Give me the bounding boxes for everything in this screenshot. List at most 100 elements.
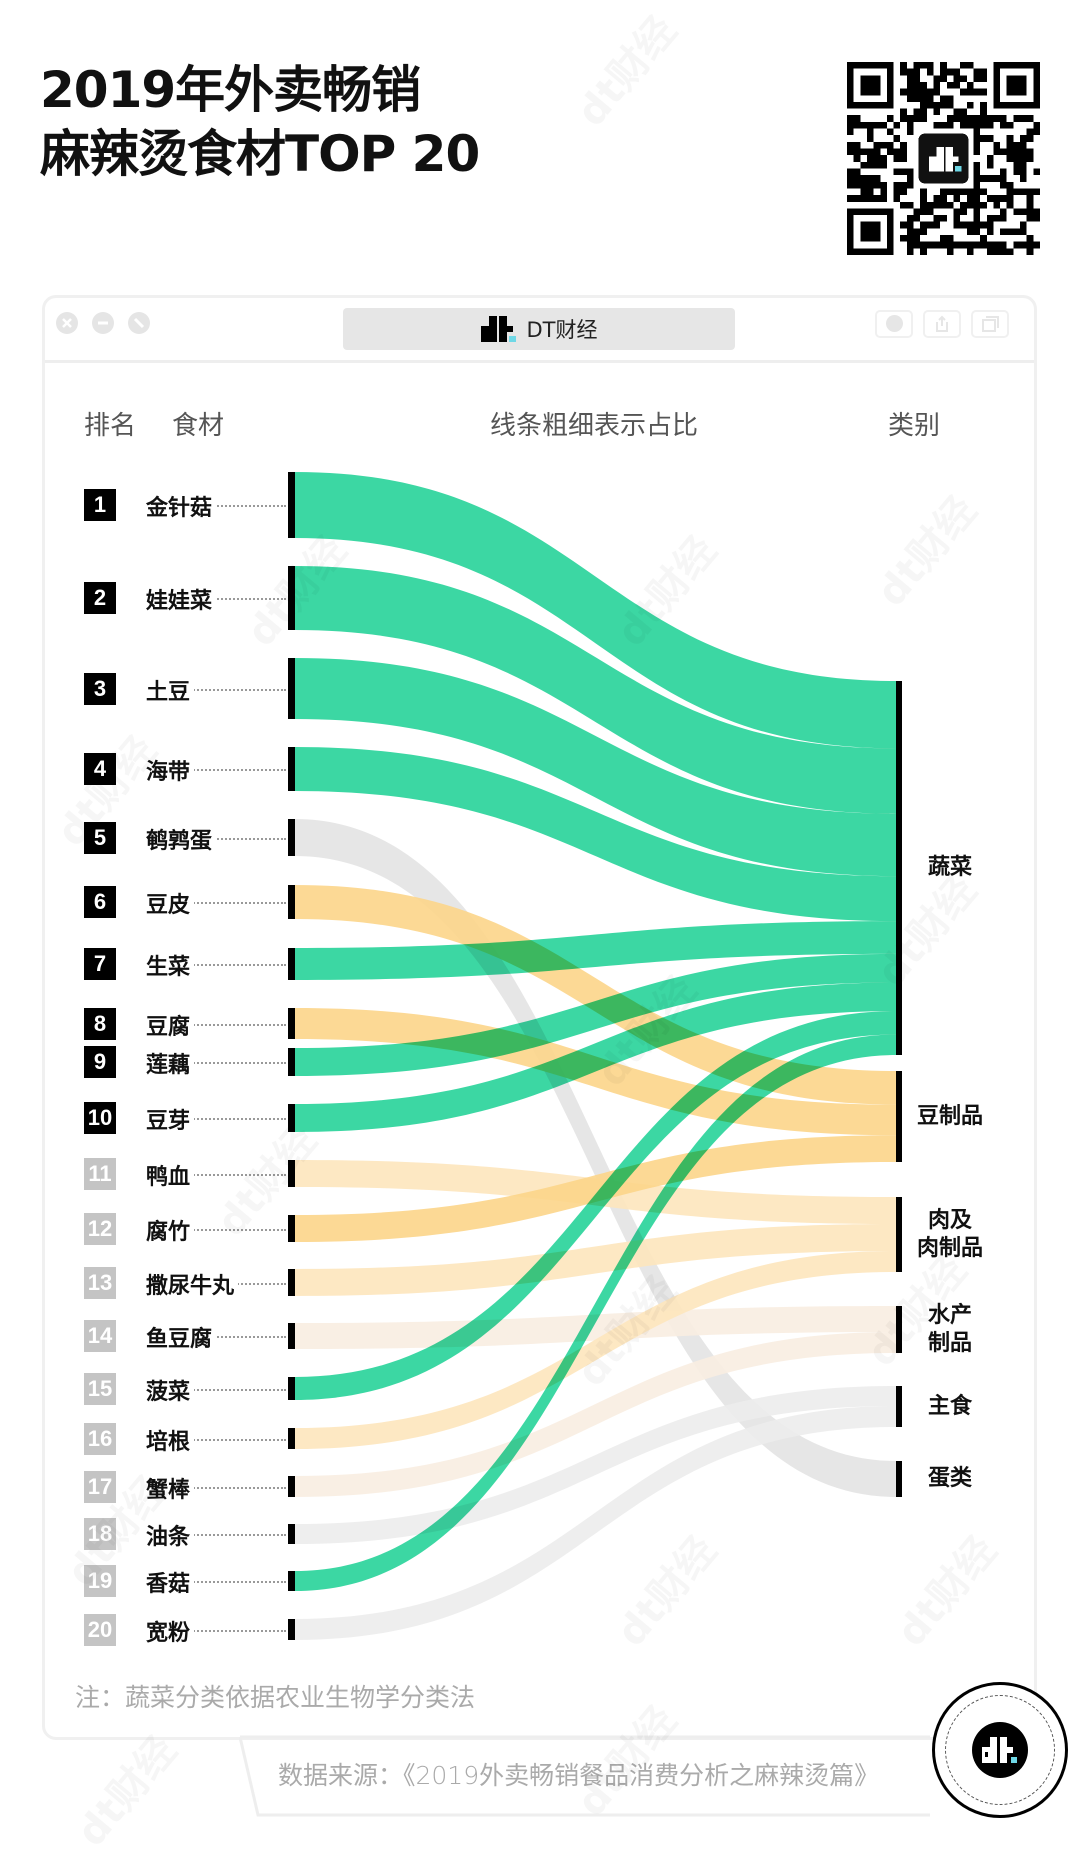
rank-badge: 9 bbox=[84, 1046, 116, 1078]
browser-chrome: DT财经 bbox=[45, 298, 1034, 363]
rank-badge: 8 bbox=[84, 1007, 116, 1040]
rank-badge: 16 bbox=[84, 1422, 116, 1455]
rank-badge: 6 bbox=[84, 886, 116, 918]
category-label: 蔬菜 bbox=[927, 855, 972, 880]
ingredient-name: 菠菜 bbox=[146, 1373, 195, 1406]
rank-badge: 10 bbox=[84, 1102, 116, 1134]
ingredient-name: 蟹棒 bbox=[146, 1471, 195, 1504]
source-bar bbox=[288, 1428, 295, 1449]
leader-line bbox=[150, 505, 286, 507]
header-category: 类别 bbox=[888, 411, 941, 441]
rank-badge: 7 bbox=[84, 948, 116, 980]
ingredient-name: 土豆 bbox=[146, 673, 195, 706]
title-line-2: 麻辣烫食材TOP 20 bbox=[40, 125, 480, 183]
category-bar bbox=[896, 681, 902, 1055]
category-bar bbox=[896, 1386, 902, 1427]
ingredient-name: 海带 bbox=[146, 754, 195, 786]
leader-line bbox=[150, 1062, 286, 1064]
rank-badge: 15 bbox=[84, 1372, 116, 1405]
rank-badge: 4 bbox=[84, 753, 116, 785]
flow-9 bbox=[295, 953, 896, 1076]
leader-line bbox=[150, 1023, 286, 1026]
rank-badge: 2 bbox=[84, 582, 116, 614]
source-bar bbox=[288, 1619, 295, 1640]
flow-19 bbox=[295, 1034, 896, 1591]
title-line-1: 2019年外卖畅销 bbox=[40, 61, 421, 119]
page-title: 2019年外卖畅销 麻辣烫食材TOP 20 bbox=[40, 58, 480, 186]
source-bar bbox=[288, 1215, 295, 1242]
flow-4 bbox=[295, 747, 896, 922]
ingredient-name: 豆芽 bbox=[146, 1103, 195, 1135]
source-bar bbox=[288, 472, 295, 538]
ingredient-name: 鱼豆腐 bbox=[146, 1321, 217, 1353]
rank-badge: 14 bbox=[84, 1320, 116, 1352]
leader-line bbox=[150, 964, 286, 966]
flow-20 bbox=[295, 1406, 896, 1640]
ingredient-name: 鸭血 bbox=[146, 1158, 195, 1191]
leader-line bbox=[150, 1228, 286, 1231]
leader-line bbox=[150, 1173, 286, 1176]
ingredient-name: 腐竹 bbox=[146, 1213, 195, 1246]
leader-line bbox=[150, 902, 286, 904]
badge-ring bbox=[945, 1695, 1055, 1805]
tabs-button[interactable] bbox=[971, 310, 1009, 338]
leader-line bbox=[150, 1388, 286, 1391]
leader-line bbox=[150, 1118, 286, 1120]
category-label: 豆制品 bbox=[916, 1103, 983, 1129]
maximize-icon[interactable] bbox=[128, 312, 150, 334]
rank-badge: 3 bbox=[84, 672, 116, 705]
address-text: DT财经 bbox=[526, 318, 598, 342]
flow-18 bbox=[295, 1386, 896, 1544]
record-icon bbox=[886, 315, 903, 332]
source-bar bbox=[288, 1524, 295, 1544]
category-bar bbox=[896, 1306, 902, 1353]
source-bar bbox=[288, 658, 295, 719]
footnote: 注：蔬菜分类依据农业生物学分类法 bbox=[75, 1683, 476, 1712]
flow-1 bbox=[295, 472, 896, 749]
address-bar[interactable]: DT财经 bbox=[343, 308, 735, 350]
ingredient-name: 鹌鹑蛋 bbox=[146, 822, 217, 855]
category-bar bbox=[896, 1071, 902, 1162]
source-bar bbox=[288, 1571, 295, 1591]
record-button[interactable] bbox=[875, 310, 913, 338]
minimize-icon[interactable] bbox=[92, 312, 114, 334]
category-label: 水产 制品 bbox=[927, 1302, 972, 1356]
ingredient-name: 莲藕 bbox=[146, 1047, 195, 1079]
rank-badge: 12 bbox=[84, 1212, 116, 1245]
flow-7 bbox=[295, 921, 896, 980]
leader-line bbox=[150, 1486, 286, 1489]
ingredient-name: 生菜 bbox=[146, 949, 195, 981]
flow-10 bbox=[295, 982, 896, 1132]
leader-line bbox=[150, 1534, 286, 1536]
source-bar bbox=[288, 747, 295, 791]
source-bar bbox=[288, 566, 295, 630]
rank-badge: 11 bbox=[84, 1157, 116, 1190]
header-ingredient: 食材 bbox=[172, 411, 225, 441]
ingredient-name: 撒尿牛丸 bbox=[146, 1267, 239, 1300]
category-bar bbox=[896, 1197, 902, 1272]
rank-badge: 19 bbox=[84, 1565, 116, 1597]
leader-line bbox=[150, 598, 286, 600]
source-bar bbox=[288, 885, 295, 919]
category-label: 主食 bbox=[927, 1393, 972, 1419]
flow-3 bbox=[295, 658, 896, 877]
share-button[interactable] bbox=[923, 310, 961, 338]
leader-line bbox=[150, 1629, 286, 1632]
source-bar bbox=[288, 1008, 295, 1039]
flow-12 bbox=[295, 1135, 896, 1242]
rank-badge: 5 bbox=[84, 821, 116, 854]
dt-logo-icon bbox=[972, 1722, 1028, 1778]
ingredient-name: 宽粉 bbox=[146, 1614, 195, 1647]
data-source: 数据来源：《2019外卖畅销餐品消费分析之麻辣烫篇》 bbox=[278, 1761, 880, 1790]
qr-code bbox=[847, 62, 1040, 255]
leader-line bbox=[150, 1438, 286, 1441]
ingredient-name: 金针菇 bbox=[146, 490, 217, 522]
source-bar bbox=[288, 1476, 295, 1497]
flow-15 bbox=[295, 1011, 896, 1400]
close-icon[interactable] bbox=[56, 312, 78, 334]
rank-badge: 13 bbox=[84, 1266, 116, 1299]
source-bar bbox=[288, 1323, 295, 1349]
rank-badge: 20 bbox=[84, 1613, 116, 1646]
rank-badge: 17 bbox=[84, 1470, 116, 1503]
